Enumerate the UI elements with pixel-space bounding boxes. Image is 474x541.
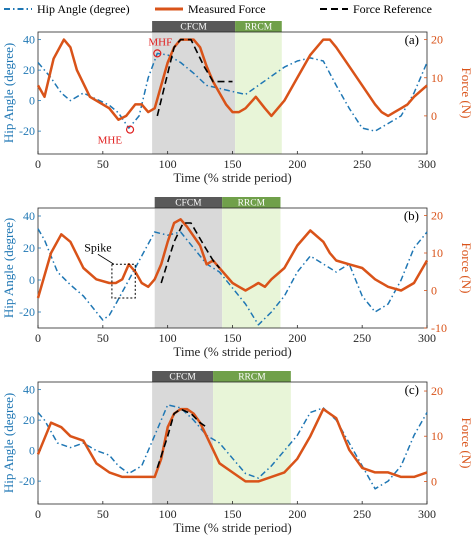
x-tick-label: 300 bbox=[418, 507, 436, 521]
chart-panel: CFCM RRCM 0 50 100 150 200 250 300 -20 0 20 40 0 10 20 H… bbox=[1, 371, 474, 535]
measured-force-line bbox=[36, 218, 429, 299]
region-tab bbox=[154, 197, 223, 208]
region-tab bbox=[152, 21, 236, 32]
y-right-tick-label: 0 bbox=[431, 474, 437, 488]
force-reference-line bbox=[156, 408, 208, 469]
x-tick-label: 0 bbox=[35, 507, 41, 521]
x-tick-label: 250 bbox=[353, 157, 371, 171]
region-rrcm bbox=[213, 382, 291, 504]
annotation-label: MHE bbox=[98, 135, 123, 147]
region-tab bbox=[235, 21, 282, 32]
x-tick-label: 250 bbox=[353, 331, 371, 345]
y-left-tick-label: 20 bbox=[23, 241, 35, 255]
x-tick-label: 50 bbox=[97, 331, 109, 345]
y-left-tick-label: -20 bbox=[19, 305, 35, 319]
region-tab bbox=[222, 197, 281, 208]
hip-angle-line bbox=[37, 228, 428, 326]
region-label: RRCM bbox=[245, 23, 273, 33]
panel-label: (c) bbox=[405, 382, 419, 397]
y-left-tick-label: 20 bbox=[23, 413, 35, 427]
region-tab bbox=[152, 371, 214, 382]
x-tick-label: 100 bbox=[159, 157, 177, 171]
region-label: RRCM bbox=[238, 199, 266, 209]
x-axis-label: Time (% stride period) bbox=[173, 170, 291, 185]
panel-label: (b) bbox=[404, 208, 419, 223]
y-right-axis-label: Force (N) bbox=[459, 68, 474, 119]
x-tick-label: 300 bbox=[418, 157, 436, 171]
region-label: CFCM bbox=[169, 373, 196, 383]
y-left-axis-label: Hip Angle (degree) bbox=[1, 43, 16, 143]
y-left-tick-label: 0 bbox=[29, 94, 35, 108]
y-left-axis-label: Hip Angle (degree) bbox=[1, 393, 16, 493]
x-tick-label: 50 bbox=[97, 157, 109, 171]
y-right-tick-label: 10 bbox=[431, 71, 443, 85]
spike-pointer bbox=[97, 253, 115, 265]
region-cfcm bbox=[152, 32, 236, 154]
y-right-tick-label: 10 bbox=[431, 246, 443, 260]
annotation-label: MHF bbox=[148, 36, 172, 48]
y-right-tick-label: 20 bbox=[431, 384, 443, 398]
x-tick-label: 100 bbox=[159, 507, 177, 521]
x-tick-label: 200 bbox=[288, 157, 306, 171]
y-right-tick-label: 0 bbox=[431, 109, 437, 123]
x-tick-label: 150 bbox=[224, 507, 242, 521]
hip-angle-line bbox=[37, 52, 428, 132]
measured-force-line bbox=[36, 407, 428, 483]
x-tick-label: 200 bbox=[288, 507, 306, 521]
y-left-tick-label: 20 bbox=[23, 63, 35, 77]
y-left-tick-label: -20 bbox=[19, 124, 35, 138]
x-tick-label: 250 bbox=[353, 507, 371, 521]
y-left-tick-label: 0 bbox=[29, 273, 35, 287]
x-axis-label: Time (% stride period) bbox=[173, 520, 291, 535]
y-right-tick-label: 10 bbox=[431, 429, 443, 443]
spike-annotation: Spike bbox=[84, 240, 111, 254]
region-cfcm bbox=[152, 382, 214, 504]
region-cfcm bbox=[154, 208, 223, 328]
force-reference-line bbox=[160, 222, 221, 284]
panel-label: (a) bbox=[405, 32, 419, 47]
y-left-tick-label: 0 bbox=[29, 444, 35, 458]
measured-force-line bbox=[36, 38, 428, 121]
force-reference-line bbox=[156, 38, 233, 117]
annotation-marker bbox=[153, 49, 162, 58]
y-right-tick-label: 20 bbox=[431, 209, 443, 223]
x-tick-label: 100 bbox=[159, 331, 177, 345]
region-label: RRCM bbox=[238, 373, 266, 383]
x-tick-label: 300 bbox=[418, 331, 436, 345]
x-tick-label: 150 bbox=[224, 331, 242, 345]
region-rrcm bbox=[222, 208, 281, 328]
x-tick-label: 200 bbox=[288, 331, 306, 345]
region-rrcm bbox=[235, 32, 282, 154]
annotation-marker bbox=[125, 125, 135, 134]
legend-label: Force Reference bbox=[353, 2, 432, 16]
legend-label: Hip Angle (degree) bbox=[37, 2, 130, 16]
region-label: CFCM bbox=[180, 23, 207, 33]
x-tick-label: 0 bbox=[35, 157, 41, 171]
y-right-tick-label: 0 bbox=[431, 284, 437, 298]
y-right-tick-label: 20 bbox=[431, 33, 443, 47]
x-tick-label: 0 bbox=[35, 331, 41, 345]
y-right-tick-label: -10 bbox=[431, 321, 447, 335]
hip-angle-line bbox=[37, 404, 428, 490]
y-left-tick-label: 40 bbox=[23, 383, 35, 397]
region-label: CFCM bbox=[175, 199, 202, 209]
y-left-axis-label: Hip Angle (degree) bbox=[1, 218, 16, 318]
y-right-axis-label: Force (N) bbox=[459, 243, 474, 294]
region-tab bbox=[213, 371, 291, 382]
y-left-tick-label: 40 bbox=[23, 33, 35, 47]
x-axis-label: Time (% stride period) bbox=[173, 344, 291, 359]
legend: Hip Angle (degree) Measured Force Force Re… bbox=[4, 2, 432, 16]
y-left-tick-label: -20 bbox=[19, 474, 35, 488]
y-left-tick-label: 40 bbox=[23, 209, 35, 223]
spike-box bbox=[111, 263, 136, 299]
x-tick-label: 150 bbox=[224, 157, 242, 171]
y-right-axis-label: Force (N) bbox=[459, 418, 474, 469]
x-tick-label: 50 bbox=[97, 507, 109, 521]
legend-label: Measured Force bbox=[188, 2, 266, 16]
chart-panel: CFCM RRCM 0 50 100 150 200 250 300 -20 0 20 40 0 10 20 H… bbox=[1, 21, 474, 185]
